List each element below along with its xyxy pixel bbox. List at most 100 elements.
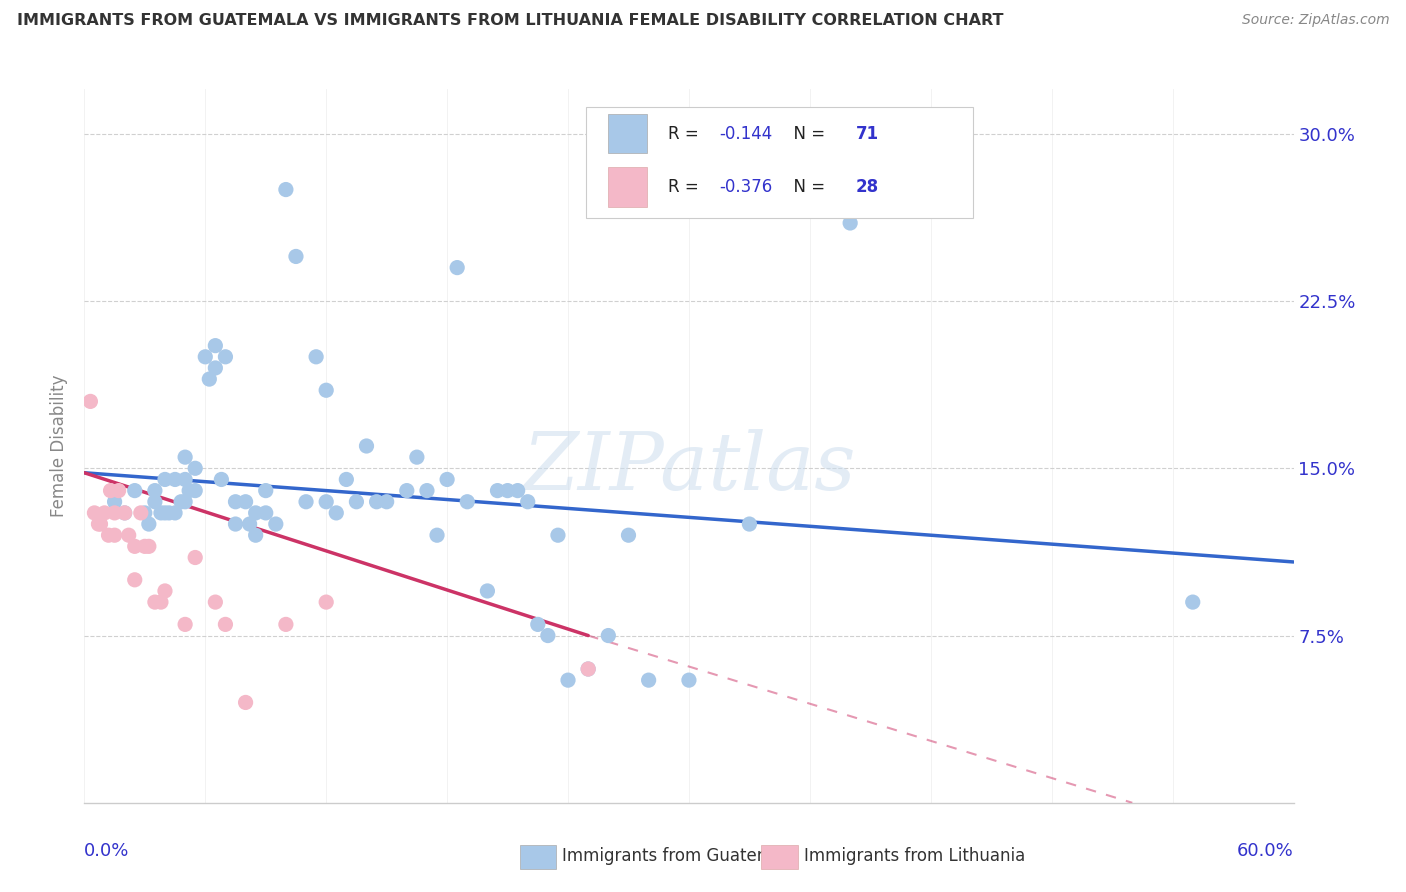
Bar: [520, 845, 555, 869]
Text: R =: R =: [668, 125, 704, 143]
Point: [274, 617, 297, 632]
Point: [184, 550, 207, 565]
Point: [165, 506, 187, 520]
Point: [149, 595, 172, 609]
Point: [527, 617, 550, 632]
Point: [143, 483, 166, 498]
Point: [93, 506, 115, 520]
Point: [129, 506, 152, 520]
Point: [138, 539, 160, 553]
Point: [114, 506, 136, 520]
Point: [124, 483, 146, 498]
Point: [738, 516, 761, 531]
Point: [456, 494, 478, 508]
Point: [496, 483, 519, 498]
Point: [245, 528, 267, 542]
Text: Immigrants from Lithuania: Immigrants from Lithuania: [804, 847, 1025, 865]
Point: [83, 506, 105, 520]
Point: [104, 506, 127, 520]
Point: [89, 516, 111, 531]
Point: [184, 461, 207, 475]
Point: [235, 494, 257, 508]
Point: [134, 506, 156, 520]
FancyBboxPatch shape: [586, 107, 973, 218]
Point: [576, 662, 599, 676]
Point: [516, 494, 538, 508]
Point: [174, 450, 197, 464]
Point: [174, 617, 197, 632]
Point: [395, 483, 418, 498]
Point: [214, 350, 236, 364]
Point: [416, 483, 439, 498]
Point: [204, 595, 226, 609]
Point: [118, 528, 141, 542]
Bar: [607, 114, 647, 153]
Point: [184, 483, 207, 498]
Point: [254, 506, 277, 520]
Point: [194, 350, 217, 364]
Point: [406, 450, 429, 464]
Point: [124, 539, 146, 553]
Point: [179, 483, 201, 498]
Point: [153, 583, 176, 598]
Point: [537, 628, 560, 642]
Point: [97, 528, 120, 542]
Point: [506, 483, 529, 498]
Point: [254, 483, 277, 498]
Point: [557, 673, 579, 687]
Point: [153, 506, 176, 520]
Y-axis label: Female Disability: Female Disability: [51, 375, 69, 517]
Text: 0.0%: 0.0%: [84, 842, 129, 860]
Point: [214, 617, 236, 632]
Text: Immigrants from Guatemala: Immigrants from Guatemala: [562, 847, 797, 865]
Point: [274, 182, 297, 196]
Point: [245, 506, 267, 520]
Point: [174, 473, 197, 487]
Point: [295, 494, 318, 508]
Point: [576, 662, 599, 676]
Point: [165, 473, 187, 487]
Point: [104, 528, 127, 542]
Point: [598, 628, 620, 642]
Point: [124, 573, 146, 587]
Point: [264, 516, 287, 531]
Point: [335, 473, 357, 487]
Point: [375, 494, 398, 508]
Point: [1181, 595, 1204, 609]
Point: [174, 494, 197, 508]
Bar: [607, 168, 647, 207]
Point: [315, 384, 337, 398]
Text: IMMIGRANTS FROM GUATEMALA VS IMMIGRANTS FROM LITHUANIA FEMALE DISABILITY CORRELA: IMMIGRANTS FROM GUATEMALA VS IMMIGRANTS …: [17, 13, 1004, 29]
Point: [138, 516, 160, 531]
Text: N =: N =: [783, 125, 831, 143]
Bar: [762, 845, 797, 869]
Text: N =: N =: [783, 178, 831, 196]
Point: [204, 360, 226, 375]
Point: [170, 494, 193, 508]
Point: [100, 483, 122, 498]
Point: [637, 673, 659, 687]
Point: [436, 473, 458, 487]
Point: [315, 494, 337, 508]
Text: ZIPatlas: ZIPatlas: [522, 429, 856, 506]
Point: [366, 494, 388, 508]
Point: [149, 506, 172, 520]
Point: [305, 350, 328, 364]
Point: [477, 583, 499, 598]
Point: [239, 516, 262, 531]
Point: [235, 696, 257, 710]
Point: [198, 372, 221, 386]
Point: [143, 494, 166, 508]
Point: [114, 506, 136, 520]
Point: [143, 595, 166, 609]
Point: [325, 506, 347, 520]
Point: [209, 473, 232, 487]
Point: [107, 483, 129, 498]
Text: 71: 71: [856, 125, 879, 143]
Point: [157, 506, 180, 520]
Point: [356, 439, 378, 453]
Point: [204, 338, 226, 352]
Point: [426, 528, 449, 542]
Text: R =: R =: [668, 178, 704, 196]
Text: -0.376: -0.376: [720, 178, 772, 196]
